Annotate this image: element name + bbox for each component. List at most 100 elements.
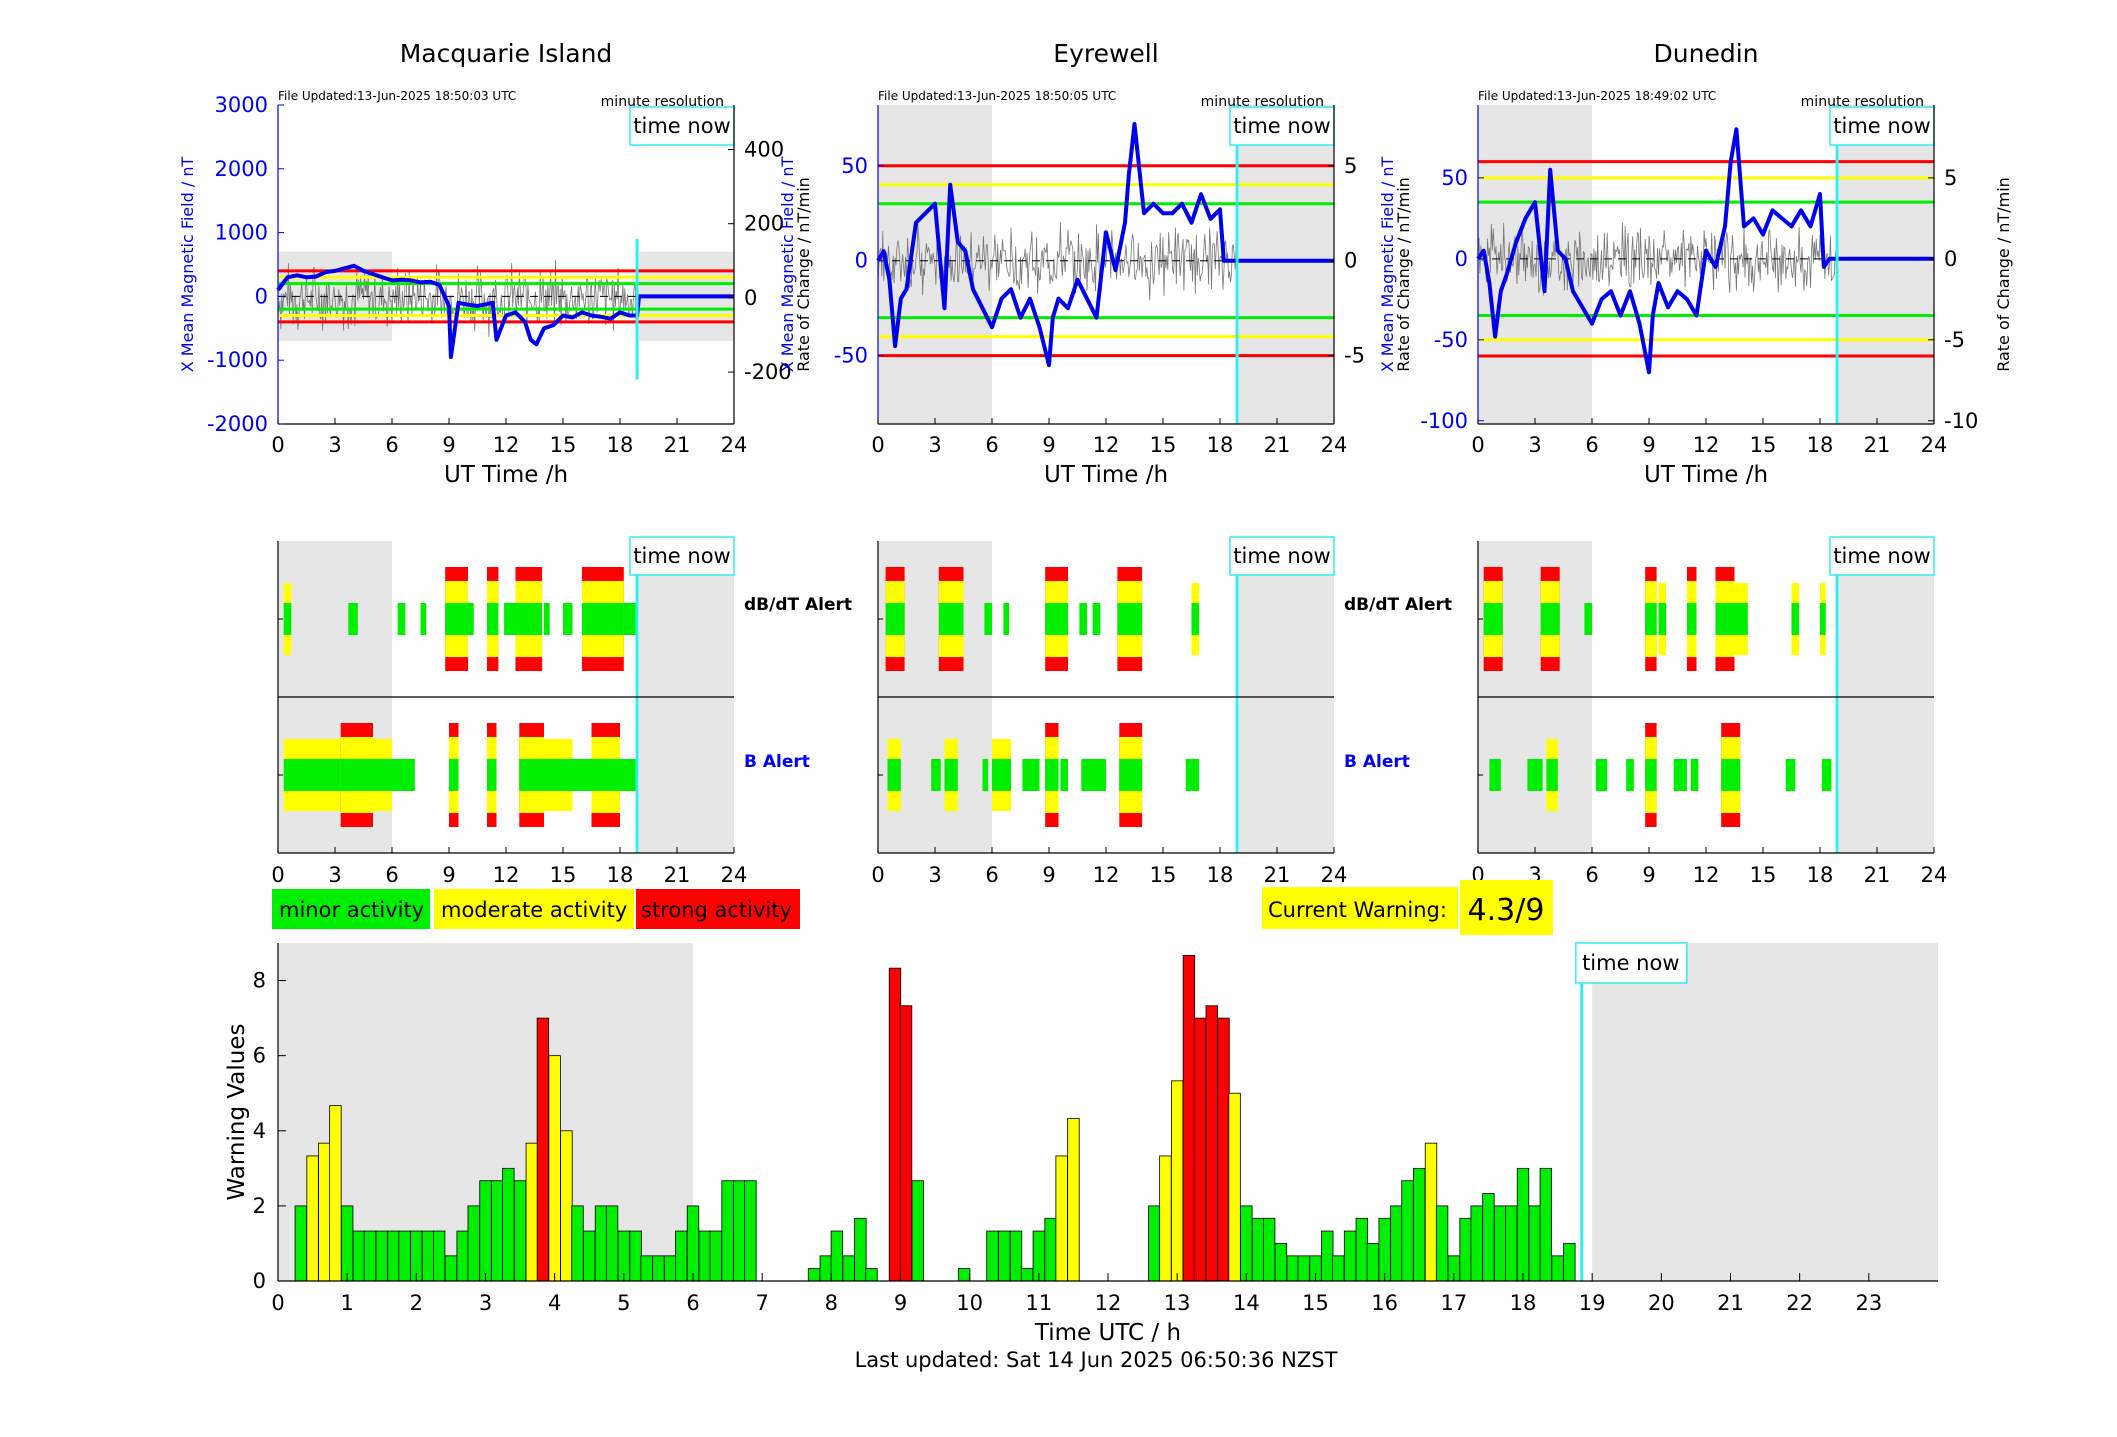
x-axis-label: UT Time /h xyxy=(1044,462,1168,488)
macquarie-island-alert-panel: time now 0 3 6 9 12 15 18 21 24 dB/dT Alert B Alert xyxy=(271,536,852,887)
x-tick-label: 9 xyxy=(442,433,455,457)
warning-bar xyxy=(294,1205,308,1282)
warning-bar xyxy=(1343,1230,1357,1282)
dbdt-minor-block xyxy=(582,603,611,635)
current-warning: Current Warning: 4.3/9 xyxy=(1262,880,1553,935)
warning-bar xyxy=(1148,1205,1161,1282)
dbdt-minor-block xyxy=(610,603,624,635)
x-tick-label: 6 xyxy=(985,433,998,457)
dbdt-minor-block xyxy=(487,603,499,635)
legend-moderate-label: moderate activity xyxy=(441,898,627,922)
x-tick-label: 23 xyxy=(1855,1291,1882,1315)
b-alert-minor-block xyxy=(1690,759,1699,791)
left-tick-label: -50 xyxy=(1434,328,1468,352)
warning-bar xyxy=(306,1155,319,1282)
warning-bar xyxy=(1274,1243,1288,1282)
right-tick-label: 400 xyxy=(744,138,784,162)
x-tick-label: 0 xyxy=(271,863,284,887)
dbdt-minor-block xyxy=(984,603,992,635)
warning-bar xyxy=(1493,1205,1507,1282)
x-tick-label: 21 xyxy=(1264,863,1291,887)
x-tick-label: 3 xyxy=(1528,433,1541,457)
warning-bar xyxy=(1193,1017,1207,1282)
b-alert-label: B Alert xyxy=(744,752,810,772)
b-alert-minor-block xyxy=(283,759,341,791)
warning-bar xyxy=(1551,1255,1564,1282)
warning-bar xyxy=(1044,1217,1057,1282)
warning-bar xyxy=(1297,1255,1310,1282)
left-axis-title: X Mean Magnetic Field / nT xyxy=(1378,157,1397,373)
time-now-label-box xyxy=(1229,536,1335,576)
x-tick-label: 18 xyxy=(1807,433,1834,457)
warning-bar xyxy=(819,1255,832,1282)
b-alert-minor-block xyxy=(373,759,392,791)
b-alert-minor-block xyxy=(982,759,989,791)
x-tick-label: 3 xyxy=(928,433,941,457)
x-tick-label: 10 xyxy=(956,1291,983,1315)
x-tick-label: 18 xyxy=(607,433,634,457)
warning-bar xyxy=(998,1230,1011,1282)
dbdt-minor-block xyxy=(1079,603,1087,635)
resolution-text: minute resolution xyxy=(1201,94,1324,110)
night-shade-evening xyxy=(1239,105,1334,424)
b-alert-minor-block xyxy=(340,759,373,791)
file-updated-text: File Updated:13-Jun-2025 18:49:02 UTC xyxy=(1478,89,1716,103)
b-alert-minor-block xyxy=(1626,759,1634,791)
x-tick-label: 2 xyxy=(410,1291,423,1315)
warning-bar xyxy=(525,1142,539,1282)
x-tick-label: 6 xyxy=(686,1291,699,1315)
warning-bar xyxy=(479,1180,492,1282)
warning-bar xyxy=(911,1180,924,1282)
x-tick-label: 12 xyxy=(1093,433,1120,457)
x-tick-label: 21 xyxy=(1864,863,1891,887)
dbdt-minor-block xyxy=(1715,603,1735,635)
left-axis-title: X Mean Magnetic Field / nT xyxy=(778,157,797,373)
b-alert-minor-block xyxy=(1489,759,1501,791)
b-alert-minor-block xyxy=(1546,759,1558,791)
time-now-label: time now xyxy=(1233,544,1330,568)
station-title: Eyrewell xyxy=(1053,39,1158,68)
time-now-label-box xyxy=(1575,942,1688,984)
b-alert-minor-block xyxy=(392,759,415,791)
warning-bar xyxy=(536,1017,550,1282)
current-warning-value-box xyxy=(1460,880,1553,935)
warning-bar xyxy=(1067,1117,1080,1282)
b-alert-minor-block xyxy=(1595,759,1608,791)
b-alert-minor-block xyxy=(544,759,573,791)
dbdt-minor-block xyxy=(544,603,550,635)
x-tick-label: 15 xyxy=(1150,433,1177,457)
right-tick-label: 5 xyxy=(1344,154,1357,178)
warning-bar xyxy=(1182,954,1196,1282)
left-tick-label: 50 xyxy=(1441,166,1468,190)
warning-bar xyxy=(571,1205,584,1282)
dbdt-minor-block xyxy=(1540,603,1560,635)
current-warning-label-box xyxy=(1262,887,1458,929)
dbdt-minor-block xyxy=(1820,603,1826,635)
x-tick-label: 3 xyxy=(328,863,341,887)
warning-bar xyxy=(733,1180,746,1282)
time-now-label-box xyxy=(629,536,735,576)
right-axis-title: Rate of Change / nT/min xyxy=(1994,177,2013,372)
dbdt-minor-block xyxy=(885,603,905,635)
legend-minor-swatch xyxy=(272,889,430,929)
x-tick-label: 24 xyxy=(1921,433,1948,457)
eyrewell-alert-panel: time now 0 3 6 9 12 15 18 21 24 dB/dT Alert B Alert xyxy=(871,536,1452,887)
b-alert-minor-block xyxy=(887,759,901,791)
x-tick-label: 12 xyxy=(493,863,520,887)
warning-bar xyxy=(830,1230,844,1282)
warning-bar xyxy=(640,1255,653,1282)
warning-bar xyxy=(1055,1155,1068,1282)
dbdt-minor-block xyxy=(563,603,573,635)
b-alert-minor-block xyxy=(1081,759,1106,791)
y-tick-label: 0 xyxy=(253,1269,266,1293)
x-tick-label: 4 xyxy=(548,1291,561,1315)
warning-bar xyxy=(387,1230,400,1282)
activity-legend: minor activity moderate activity strong … xyxy=(272,889,800,929)
y-axis-label: Warning Values xyxy=(224,1023,250,1200)
warning-bar xyxy=(709,1230,723,1282)
right-axis-title: Rate of Change / nT/min xyxy=(794,177,813,372)
x-tick-label: 24 xyxy=(721,433,748,457)
x-tick-label: 9 xyxy=(1642,863,1655,887)
left-tick-label: 0 xyxy=(855,249,868,273)
dbdt-minor-block xyxy=(420,603,427,635)
